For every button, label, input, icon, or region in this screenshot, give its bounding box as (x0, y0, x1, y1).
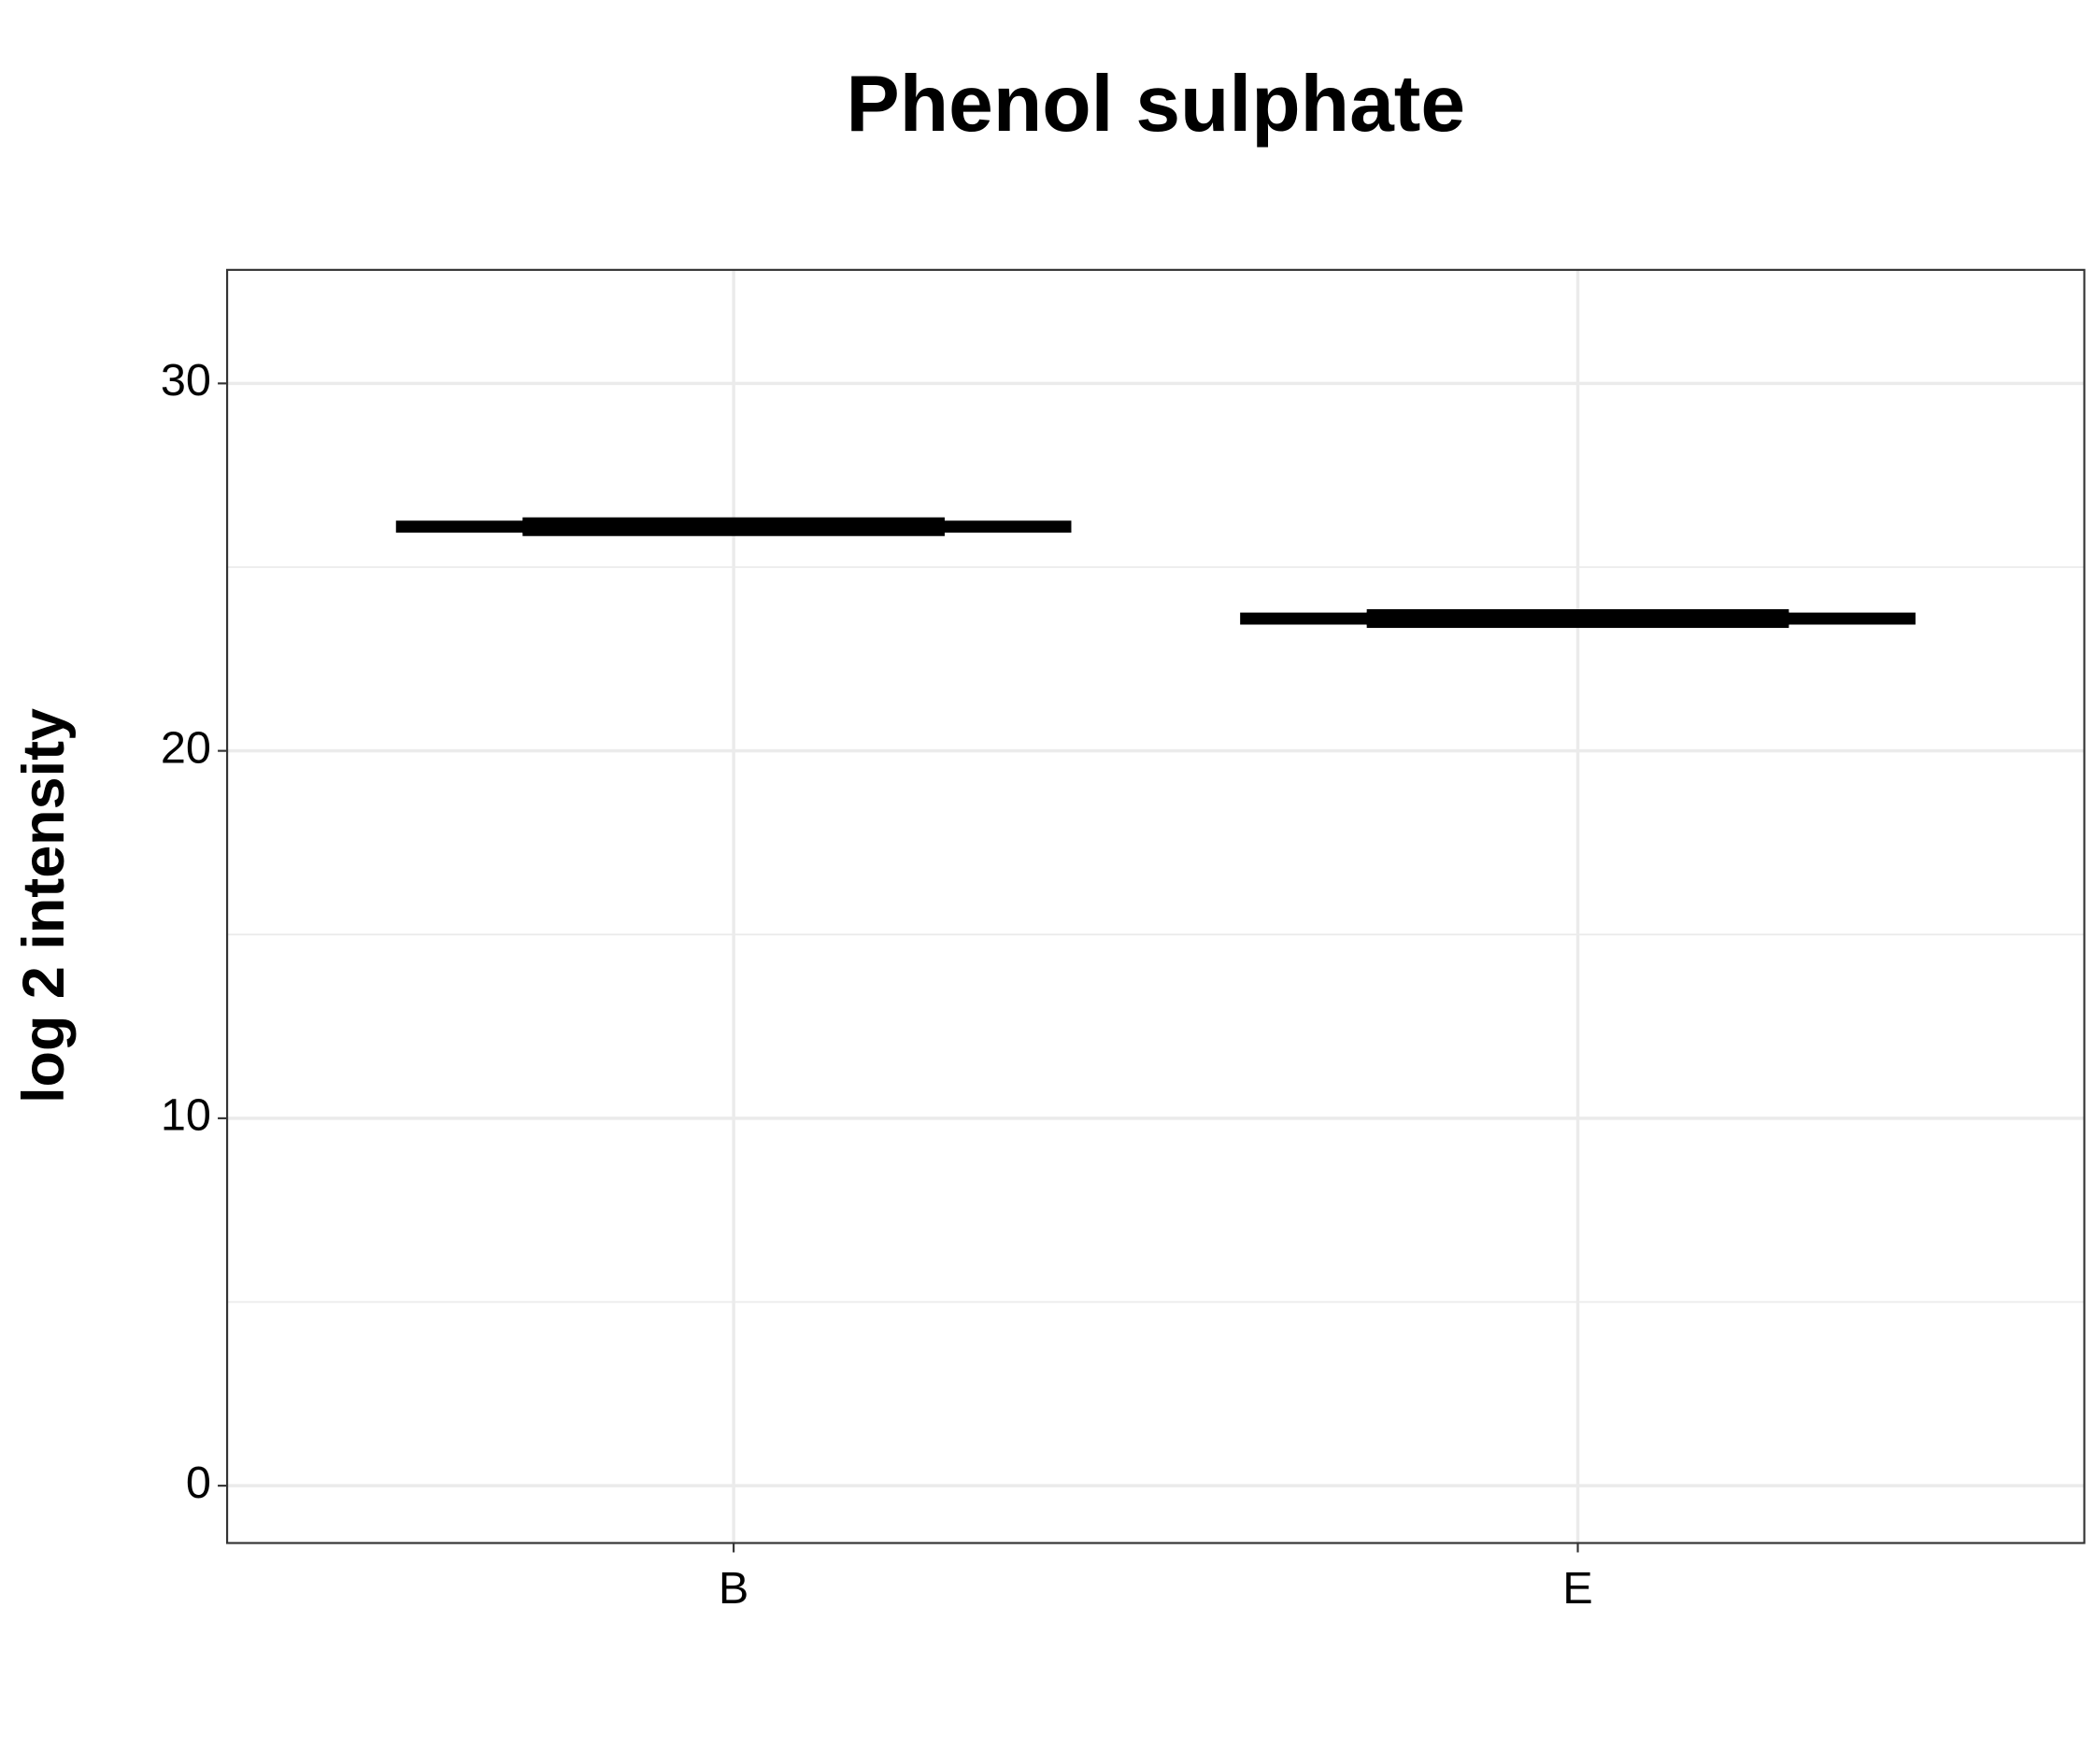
x-tick-label: E (1562, 1563, 1592, 1614)
y-tick-label: 10 (161, 1090, 211, 1141)
y-axis-title: log 2 intensity (11, 708, 77, 1103)
panel-border (226, 268, 2086, 1544)
y-tick-label: 0 (186, 1458, 211, 1508)
chart-title: Phenol sulphate (847, 59, 1466, 149)
x-tick-label: B (719, 1563, 748, 1614)
plot-panel (227, 269, 2085, 1544)
y-tick-label: 30 (161, 355, 211, 405)
y-tick-label: 20 (161, 722, 211, 773)
